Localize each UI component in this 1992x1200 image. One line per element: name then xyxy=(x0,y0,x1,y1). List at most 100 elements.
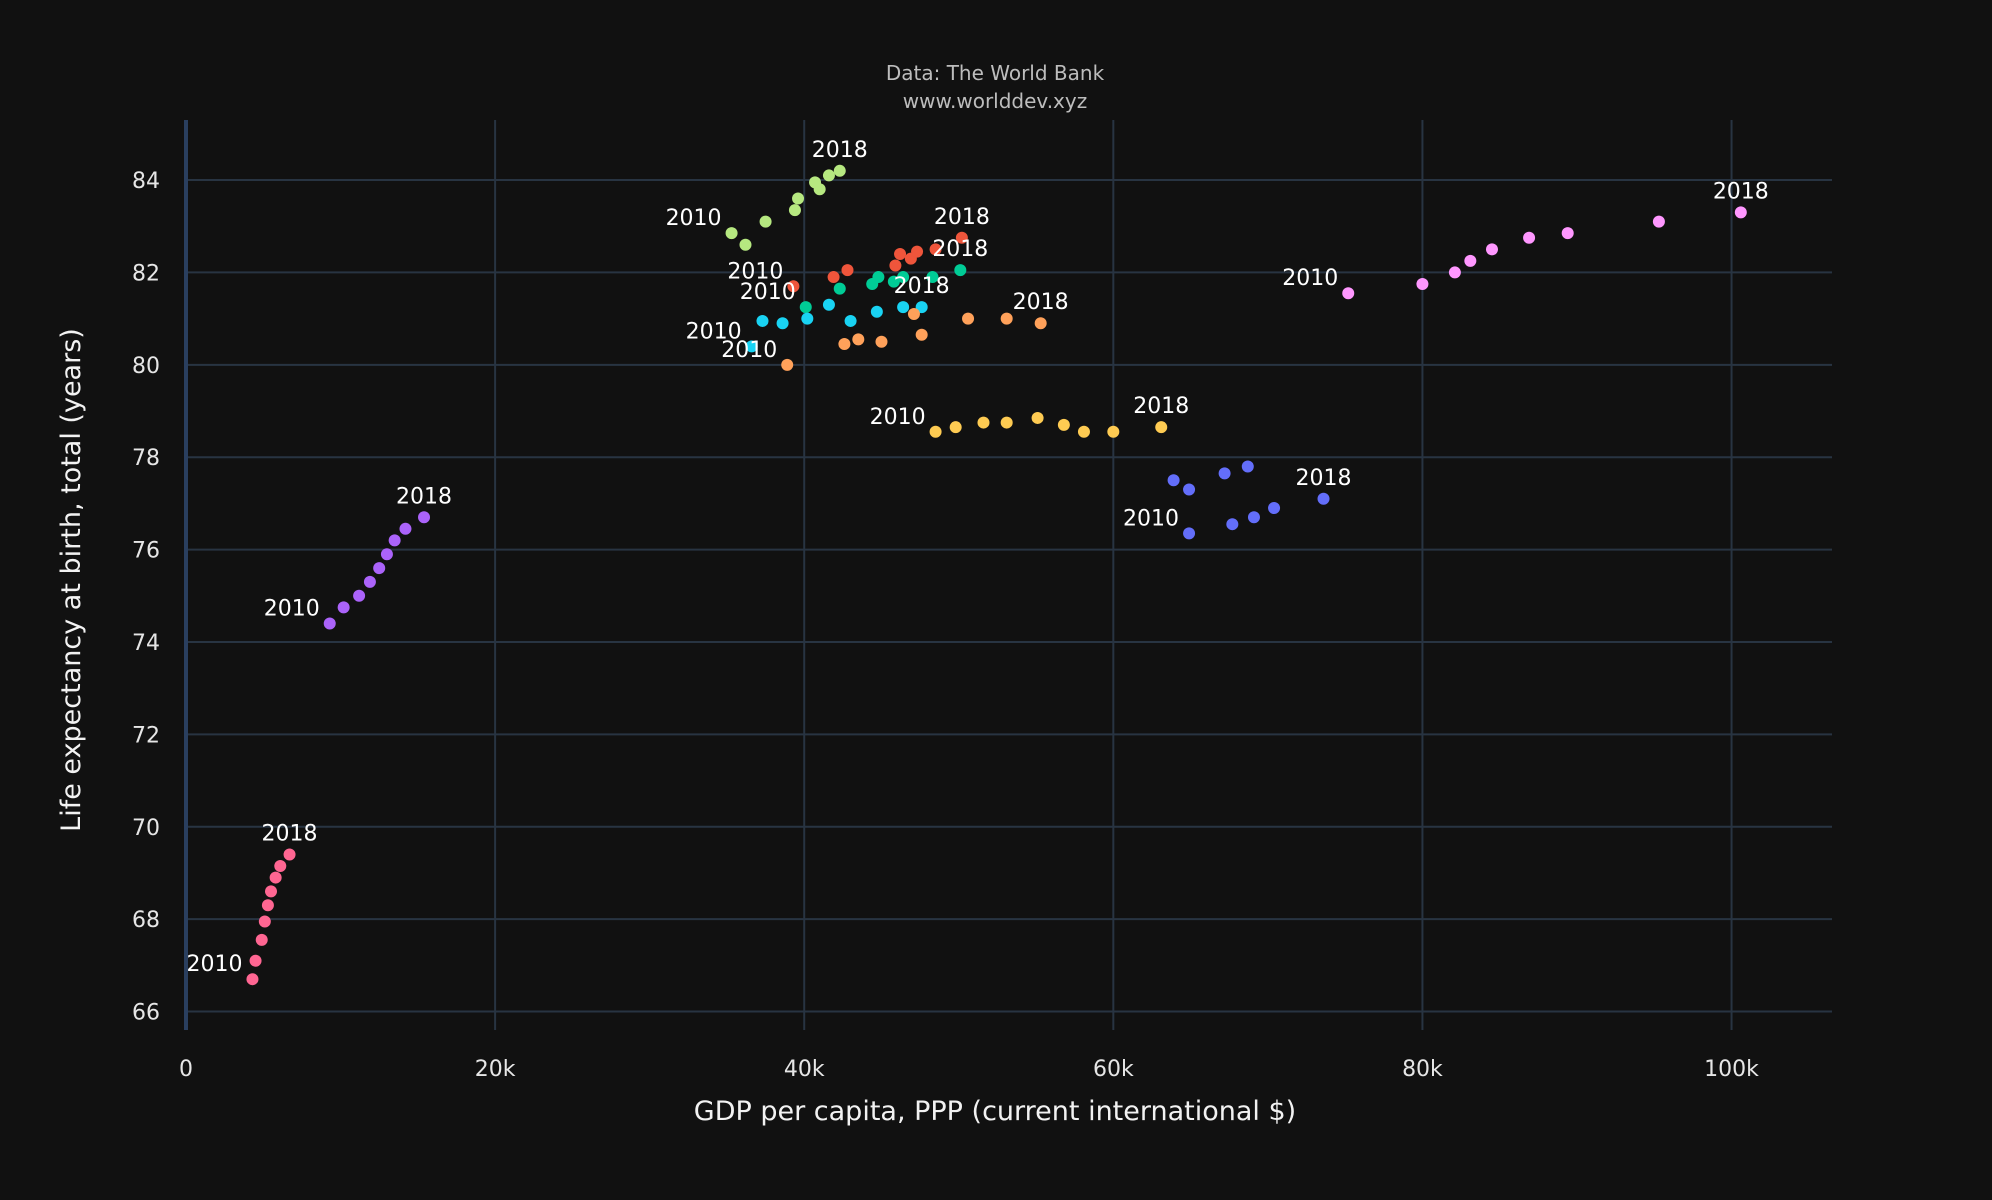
data-point xyxy=(745,340,758,353)
data-point xyxy=(1241,460,1254,473)
y-tick-label: 74 xyxy=(132,631,160,656)
data-point xyxy=(418,511,431,524)
y-tick-label: 68 xyxy=(132,908,160,933)
tick-labels: 66 68 70 72 74 76 78 80 82 84 0 20k 40k 60k 80k 100k xyxy=(132,169,1759,1082)
data-point xyxy=(1183,483,1196,496)
x-tick-label: 20k xyxy=(475,1057,516,1082)
data-point xyxy=(875,335,888,348)
data-point xyxy=(1155,421,1168,434)
point-label-first: 2010 xyxy=(264,597,320,622)
data-point xyxy=(915,301,928,314)
data-point xyxy=(1561,227,1574,240)
point-label-first: 2010 xyxy=(186,952,242,977)
point-label-last: 2018 xyxy=(932,237,988,262)
data-point xyxy=(1734,206,1747,219)
y-axis-title: Life expectancy at birth, total (years) xyxy=(56,328,87,832)
data-point xyxy=(801,312,814,325)
data-point xyxy=(954,264,967,277)
data-point xyxy=(841,264,854,277)
data-point xyxy=(897,301,910,314)
data-point xyxy=(907,308,920,321)
data-point xyxy=(759,215,772,228)
data-point xyxy=(1226,518,1239,531)
data-point xyxy=(1247,511,1260,524)
point-label-first: 2010 xyxy=(727,259,783,284)
data-point xyxy=(1034,317,1047,330)
data-point xyxy=(269,871,282,884)
data-point xyxy=(813,183,826,196)
y-tick-label: 82 xyxy=(132,261,160,286)
point-label-first: 2010 xyxy=(740,280,796,305)
data-point xyxy=(894,247,907,260)
data-point xyxy=(1057,418,1070,431)
data-point xyxy=(787,280,800,293)
data-point xyxy=(1077,425,1090,438)
data-point xyxy=(1416,277,1429,290)
data-point xyxy=(353,589,366,602)
point-label-last: 2018 xyxy=(812,138,868,163)
data-point xyxy=(1523,231,1536,244)
data-point xyxy=(1000,312,1013,325)
point-label-last: 2018 xyxy=(1713,179,1769,204)
data-point xyxy=(872,271,885,284)
data-point xyxy=(889,259,902,272)
data-point xyxy=(725,227,738,240)
data-point xyxy=(911,245,924,258)
data-point xyxy=(265,885,278,898)
point-label-first: 2010 xyxy=(686,319,742,344)
data-point xyxy=(1448,266,1461,279)
data-point xyxy=(255,933,268,946)
data-point xyxy=(1485,243,1498,256)
data-point xyxy=(1167,474,1180,487)
data-point xyxy=(852,333,865,346)
data-point xyxy=(1652,215,1665,228)
data-point xyxy=(822,169,835,182)
point-label-first: 2010 xyxy=(721,338,777,363)
data-point xyxy=(323,617,336,630)
data-point xyxy=(977,416,990,429)
data-point xyxy=(887,275,900,288)
x-tick-label: 0 xyxy=(179,1057,193,1082)
point-label-last: 2018 xyxy=(934,205,990,230)
point-label-first: 2010 xyxy=(1282,266,1338,291)
data-point xyxy=(756,314,769,327)
data-point xyxy=(363,575,376,588)
point-labels: 2010 2018 2010 2018 2010 2018 2010 2018 2010 2018… xyxy=(186,138,1768,977)
data-point xyxy=(1317,492,1330,505)
data-point xyxy=(1183,527,1196,540)
data-points xyxy=(246,164,1747,986)
y-tick-label: 84 xyxy=(132,169,160,194)
data-point xyxy=(792,192,805,205)
point-label-last: 2018 xyxy=(894,274,950,299)
data-point xyxy=(274,860,287,873)
data-point xyxy=(799,301,812,314)
y-tick-label: 70 xyxy=(132,816,160,841)
point-label-first: 2010 xyxy=(1123,506,1179,531)
data-point xyxy=(399,522,412,535)
data-point xyxy=(388,534,401,547)
data-point xyxy=(833,164,846,177)
y-tick-label: 80 xyxy=(132,354,160,379)
gridlines xyxy=(186,120,1832,1030)
point-label-first: 2010 xyxy=(870,405,926,430)
data-point xyxy=(844,314,857,327)
data-point xyxy=(929,243,942,256)
x-tick-label: 100k xyxy=(1704,1057,1759,1082)
annotation-source-line: Data: The World Bank xyxy=(886,61,1105,85)
data-point xyxy=(373,562,386,575)
point-label-last: 2018 xyxy=(1013,290,1069,315)
data-point xyxy=(776,317,789,330)
data-point xyxy=(739,238,752,251)
point-label-first: 2010 xyxy=(666,206,722,231)
data-point xyxy=(380,548,393,561)
point-label-last: 2018 xyxy=(262,821,318,846)
data-point xyxy=(915,328,928,341)
y-tick-label: 66 xyxy=(132,1001,160,1026)
data-point xyxy=(781,358,794,371)
x-tick-label: 60k xyxy=(1093,1057,1134,1082)
data-point xyxy=(249,954,262,967)
y-tick-label: 76 xyxy=(132,539,160,564)
data-point xyxy=(337,601,350,614)
point-label-last: 2018 xyxy=(1133,394,1189,419)
